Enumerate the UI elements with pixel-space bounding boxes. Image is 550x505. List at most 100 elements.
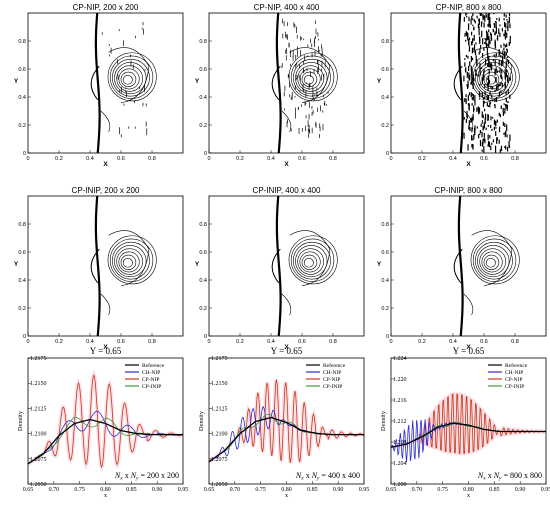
x-tick-label: 0 [207, 156, 210, 162]
panel-title: CP-NIP, 200 x 200 [73, 3, 139, 12]
y-tick-label: 0 [23, 334, 26, 340]
x-tick-label: 0.6 [117, 156, 125, 162]
grid-sub-y: y [135, 476, 139, 482]
y-tick-label: 0.6 [18, 67, 26, 73]
y-tick-label: 0.6 [381, 250, 389, 256]
grid-times: x [123, 471, 131, 480]
legend-label: CH-NIP [142, 370, 160, 376]
legend-label: CP-INIP [323, 384, 342, 390]
y-tick-label: 0 [386, 151, 389, 157]
grid-resolution: = 200 x 200 [138, 471, 179, 480]
contour-panel-4: CP-INIP, 200 x 200 0 0.2 0.4 0.6 0.8 0 0.2 0.4 0.… [14, 186, 184, 351]
x-axis-label: x [285, 492, 289, 499]
vortex-contour [477, 62, 510, 95]
panel-title: CP-INIP, 200 x 200 [72, 186, 140, 195]
interface-line [453, 65, 463, 101]
y-tick-label: 1.2100 [30, 432, 47, 438]
interface-line [271, 65, 281, 101]
grid-sub-y: y [316, 476, 320, 482]
contour-panel-6: CP-INIP, 800 x 800 0 0.2 0.4 0.6 0.8 0 0.2 0.4 0.… [377, 186, 547, 351]
spiral-contour [108, 230, 150, 286]
legend-label: CP-NIP [142, 377, 159, 383]
series-area [28, 369, 183, 473]
x-axis-label: X [103, 161, 108, 168]
y-tick-label: 1.208 [393, 440, 407, 446]
vortex-contour [116, 248, 143, 275]
chart-title: Y = 0.65 [90, 346, 122, 356]
spiral-contour [289, 230, 331, 286]
x-tick-label: 0 [389, 156, 392, 162]
y-tick-label: 1.2175 [211, 356, 228, 362]
plot-frame [27, 195, 184, 337]
x-tick-label: 0.4 [267, 156, 275, 162]
vortex-contour [301, 254, 318, 270]
x-tick-label: 0.90 [152, 487, 163, 493]
grid-size-label: Nx x Ny = 800 x 800 [477, 471, 542, 482]
y-tick-label: 1.2175 [30, 356, 47, 362]
x-tick-label: 0.2 [418, 156, 426, 162]
vortex-contour [295, 245, 328, 278]
vortex-contour [295, 62, 328, 95]
vortex-contour [118, 251, 140, 273]
plot-frame [208, 12, 365, 154]
contour-lines [90, 13, 157, 153]
shock-front [457, 13, 464, 153]
y-tick-label: 0.8 [199, 222, 207, 228]
x-tick-label: 0.6 [298, 339, 306, 345]
grid-sub-x: x [482, 476, 486, 482]
x-tick-label: 0 [26, 339, 29, 345]
y-tick-label: 1.2075 [30, 457, 47, 463]
spiral-contour [108, 47, 150, 103]
legend-label: Reference [323, 362, 346, 369]
x-tick-label: 0.8 [511, 339, 519, 345]
x-tick-label: 0.6 [480, 156, 488, 162]
x-tick-label: 0.85 [489, 487, 500, 493]
vortex-contour [116, 65, 143, 92]
y-tick-label: 0.6 [381, 67, 389, 73]
y-axis-label: Y [14, 261, 19, 268]
grid-size-label: Nx x Ny = 200 x 200 [114, 471, 179, 482]
grid-times: x [486, 471, 494, 480]
vortex-contour [475, 241, 513, 280]
tail-contour [100, 110, 111, 133]
x-tick-label: 0.70 [412, 487, 423, 493]
y-tick-label: 1.2100 [211, 432, 228, 438]
x-tick-label: 0.85 [307, 487, 318, 493]
y-tick-label: 0.4 [381, 95, 389, 101]
legend-label: CP-INIP [505, 384, 524, 390]
vortex-contour [297, 248, 325, 275]
contour-panel-3: CP-NIP, 800 x 800 0 0.2 0.4 0.6 0.8 0 0.2 0.4 0.6… [377, 3, 547, 168]
contour-lines [453, 196, 520, 336]
y-tick-label: 1.212 [393, 419, 407, 425]
y-tick-label: 1.200 [393, 482, 407, 488]
vortex-contour [293, 58, 331, 97]
x-tick-label: 0 [389, 339, 392, 345]
x-tick-label: 0.75 [437, 487, 448, 493]
contour-panel-2: CP-NIP, 400 x 400 0 0.2 0.4 0.6 0.8 0 0.2 0.4 0.6… [195, 3, 365, 168]
y-tick-label: 0 [204, 151, 207, 157]
series-area [209, 379, 364, 464]
vortex-contour [299, 251, 321, 273]
x-tick-label: 0 [26, 156, 29, 162]
y-tick-label: 1.220 [393, 377, 407, 383]
shock-front [457, 196, 464, 336]
x-tick-label: 0.65 [204, 487, 215, 493]
vortex-contour [299, 68, 321, 90]
legend-label: CH-NIP [323, 370, 341, 376]
vortex-contour [107, 52, 157, 102]
y-tick-label: 0.4 [18, 278, 26, 284]
y-axis-label: Y [377, 78, 382, 85]
vortex-contour [112, 58, 150, 97]
vortex-contour [120, 254, 137, 270]
spiral-contour [471, 230, 513, 286]
x-tick-label: 0.90 [515, 487, 526, 493]
contour-lines [271, 13, 338, 153]
grid-size-label: Nx x Ny = 400 x 400 [295, 471, 360, 482]
x-tick-label: 0.2 [418, 339, 426, 345]
panel-title: CP-NIP, 400 x 400 [254, 3, 320, 12]
x-tick-label: 0.70 [49, 487, 60, 493]
y-axis-label: Density [17, 410, 24, 431]
vortex-contour [297, 65, 325, 92]
vortex-contour [122, 74, 133, 85]
